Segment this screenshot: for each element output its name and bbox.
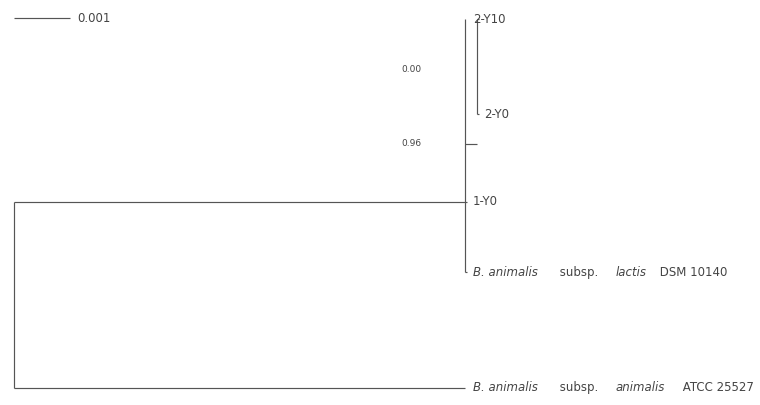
- Text: 0.00: 0.00: [402, 65, 422, 74]
- Text: subsp.: subsp.: [556, 381, 603, 394]
- Text: B. animalis: B. animalis: [473, 266, 537, 279]
- Text: 2-Y0: 2-Y0: [484, 108, 509, 121]
- Text: animalis: animalis: [616, 381, 665, 394]
- Text: ATCC 25527: ATCC 25527: [679, 381, 755, 394]
- Text: 1-Y0: 1-Y0: [473, 195, 498, 208]
- Text: 0.96: 0.96: [402, 139, 422, 148]
- Text: DSM 10140: DSM 10140: [656, 266, 727, 279]
- Text: subsp.: subsp.: [556, 266, 603, 279]
- Text: B. animalis: B. animalis: [473, 381, 537, 394]
- Text: 2-Y10: 2-Y10: [473, 13, 505, 26]
- Text: lactis: lactis: [616, 266, 647, 279]
- Text: 0.001: 0.001: [78, 12, 111, 25]
